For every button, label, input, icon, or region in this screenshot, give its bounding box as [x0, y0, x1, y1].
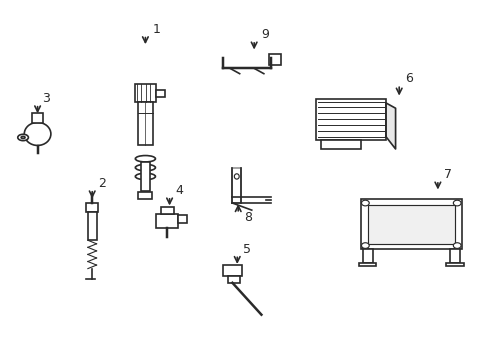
Bar — [268, 54, 280, 65]
Bar — [178, 215, 187, 222]
Bar — [315, 99, 385, 140]
Text: 7: 7 — [443, 168, 451, 181]
Bar — [156, 90, 164, 97]
Bar — [449, 249, 459, 263]
Text: 6: 6 — [404, 72, 412, 85]
Text: 2: 2 — [98, 177, 106, 190]
Ellipse shape — [24, 122, 51, 145]
Ellipse shape — [135, 156, 155, 162]
Ellipse shape — [135, 173, 155, 180]
Text: 3: 3 — [42, 92, 50, 105]
Bar — [367, 205, 454, 244]
Bar — [32, 113, 43, 123]
Bar — [88, 212, 96, 240]
Bar — [86, 203, 98, 212]
Ellipse shape — [135, 165, 155, 171]
Bar — [227, 276, 239, 283]
Text: 4: 4 — [175, 184, 183, 197]
Bar — [445, 262, 463, 266]
Circle shape — [361, 200, 368, 206]
Bar — [362, 249, 372, 263]
Bar — [138, 192, 152, 199]
Circle shape — [361, 243, 368, 248]
Bar — [223, 265, 242, 276]
Bar — [141, 162, 149, 191]
Polygon shape — [385, 103, 395, 149]
Ellipse shape — [18, 134, 28, 141]
Bar — [156, 215, 178, 228]
Text: 1: 1 — [152, 23, 160, 36]
Ellipse shape — [234, 174, 239, 179]
Circle shape — [452, 200, 460, 206]
Bar — [134, 84, 156, 102]
Bar — [360, 199, 461, 249]
Bar — [320, 140, 360, 149]
Text: 5: 5 — [243, 243, 250, 256]
Bar — [358, 262, 376, 266]
Text: 8: 8 — [244, 211, 252, 224]
Ellipse shape — [21, 136, 25, 139]
Circle shape — [452, 243, 460, 248]
Text: 9: 9 — [261, 28, 269, 41]
Bar — [138, 102, 153, 145]
Bar — [232, 168, 241, 203]
Bar — [161, 207, 174, 215]
